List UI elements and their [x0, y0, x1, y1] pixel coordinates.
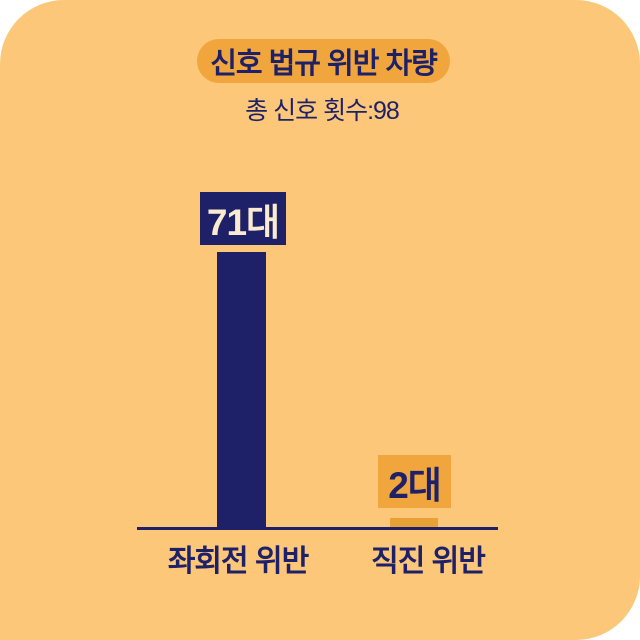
- title-badge: 신호 법규 위반 차량: [197, 39, 450, 83]
- chart-title: 신호 법규 위반 차량: [210, 48, 438, 80]
- bar-left-turn-violation: [217, 252, 266, 528]
- value-label-left-turn-violation: 71대: [200, 192, 286, 245]
- x-axis-label-left-turn-violation: 좌회전 위반: [167, 545, 309, 578]
- x-axis-label-straight-violation: 직진 위반: [371, 545, 486, 578]
- chart-subtitle: 총 신호 횟수:98: [245, 97, 400, 125]
- bar-chart: 71대 2대: [200, 192, 451, 528]
- x-axis-line: [137, 527, 498, 530]
- value-label-straight-violation: 2대: [378, 455, 451, 508]
- bar-straight-violation: [390, 518, 438, 528]
